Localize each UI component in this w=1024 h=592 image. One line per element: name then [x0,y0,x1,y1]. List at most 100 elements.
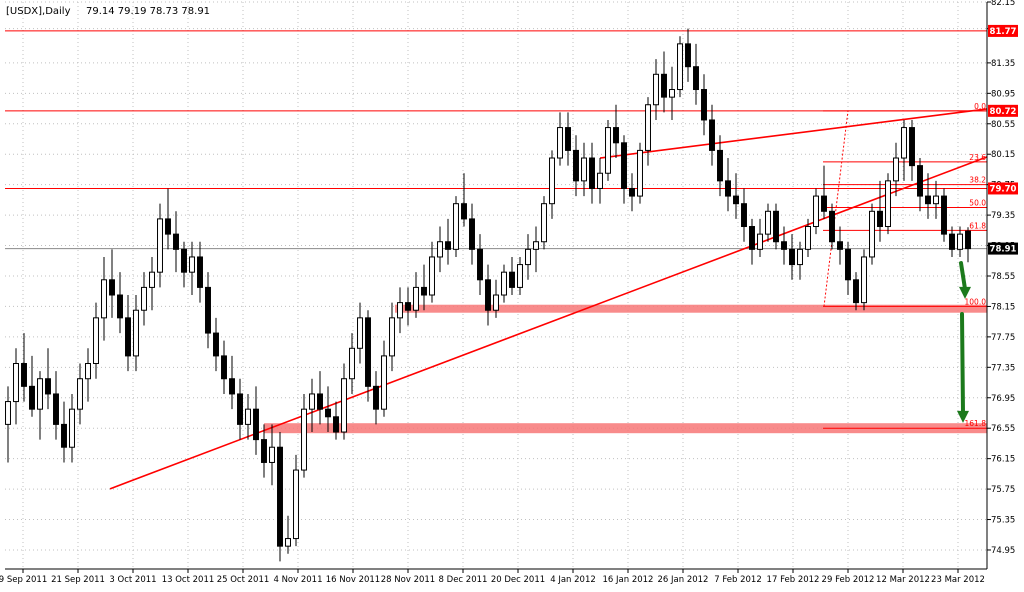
y-tick-label: 80.15 [991,150,1015,160]
x-tick-label: 21 Sep 2011 [51,575,105,585]
candle-down [213,332,219,357]
candle-down [421,286,427,296]
fib-level-label: 0.0 [974,102,986,111]
candle-down [373,385,379,410]
level-badge-label: 80.72 [990,107,1017,117]
candle-up [869,210,875,258]
arrow-long-head [957,410,969,423]
candle-up [653,73,659,106]
candle-up [5,401,11,425]
projection-arrows [957,261,971,423]
fibonacci-levels: 0.0 23.6 38.2 50.0 61.8 100.0 161.8 [823,102,987,429]
candle-up [541,203,547,243]
x-tick-label: 23 Mar 2012 [931,575,985,585]
y-tick-label: 80.95 [991,89,1015,99]
ohlc-label: 79.14 79.19 78.73 78.91 [86,6,210,17]
falling-trendline [599,108,988,159]
candle-down [941,195,947,235]
x-tick-label: 25 Oct 2011 [217,575,270,585]
candle-up [885,180,891,228]
level-badge-box [988,24,1018,37]
candle-down [221,355,227,380]
y-tick-label: 76.55 [991,424,1015,434]
candle-up [933,195,939,205]
candle-down [909,127,915,167]
candle-down [725,180,731,197]
candle-up [101,279,107,319]
candle-down [509,271,515,288]
fib-level-label: 38.2 [969,176,986,185]
candle-up [517,264,523,288]
candle-up [813,195,819,228]
x-tick-label: 16 Jan 2012 [603,575,654,585]
candle-down [821,195,827,212]
candle-down [741,203,747,228]
candle-up [77,378,83,410]
candle-up [341,378,347,433]
candle-up [93,317,99,365]
candle-down [789,248,795,266]
candle-up [501,271,507,296]
candle-up [533,241,539,250]
candle-down [949,233,955,250]
candle-down [53,393,59,425]
support-zones [264,304,987,434]
candle-down [749,226,755,250]
candle-down [717,149,723,182]
candle-down [173,233,179,250]
fib-anchor-line [823,110,849,307]
candle-down [61,423,67,448]
x-tick-label: 7 Feb 2012 [714,575,762,585]
candle-down [461,203,467,220]
candle-down [773,210,779,243]
fib-level-label: 23.6 [969,153,986,162]
x-tick-label: 13 Oct 2011 [162,575,215,585]
y-tick-label: 81.35 [991,59,1015,69]
current-price-badge-label: 78.91 [990,245,1017,255]
candle-down [613,127,619,144]
candle-down [365,317,371,387]
x-tick-label: 9 Sep 2011 [0,575,47,585]
level-badge-label: 81.77 [990,27,1017,37]
candle-down [709,119,715,151]
candle-down [45,378,51,395]
candle-up [525,248,531,266]
candle-up [245,408,251,425]
candle-down [181,248,187,273]
candle-up [133,309,139,357]
y-tick-label: 75.75 [991,485,1015,495]
candle-down [325,408,331,418]
candle-up [269,446,275,463]
candle-down [261,439,267,463]
x-tick-label: 26 Jan 2012 [658,575,709,585]
candle-down [125,317,131,357]
candle-down [693,66,699,91]
x-tick-label: 28 Nov 2011 [381,575,435,585]
candle-down [925,195,931,205]
candle-up [381,355,387,410]
candle-down [445,241,451,250]
level-badge-box [988,182,1018,195]
candle-up [597,172,603,189]
x-tick-label: 29 Feb 2012 [822,575,875,585]
candle-up [413,286,419,311]
candle-down [205,286,211,334]
candle-up [357,317,363,349]
candle-down [565,127,571,151]
x-tick-label: 12 Mar 2012 [876,575,930,585]
candle-down [109,279,115,296]
fib-level-label: 161.8 [965,419,987,428]
y-tick-label: 78.55 [991,272,1015,282]
candle-up [493,294,499,311]
candle-down [877,210,883,228]
candle-up [757,233,763,250]
fib-level-label: 100.0 [965,297,987,306]
current-price-badge-box [988,242,1018,255]
candle-up [557,127,563,159]
candle-down [733,195,739,205]
y-tick-label: 75.35 [991,516,1015,526]
candle-down [237,393,243,425]
candle-up [677,43,683,91]
candle-up [189,256,195,273]
